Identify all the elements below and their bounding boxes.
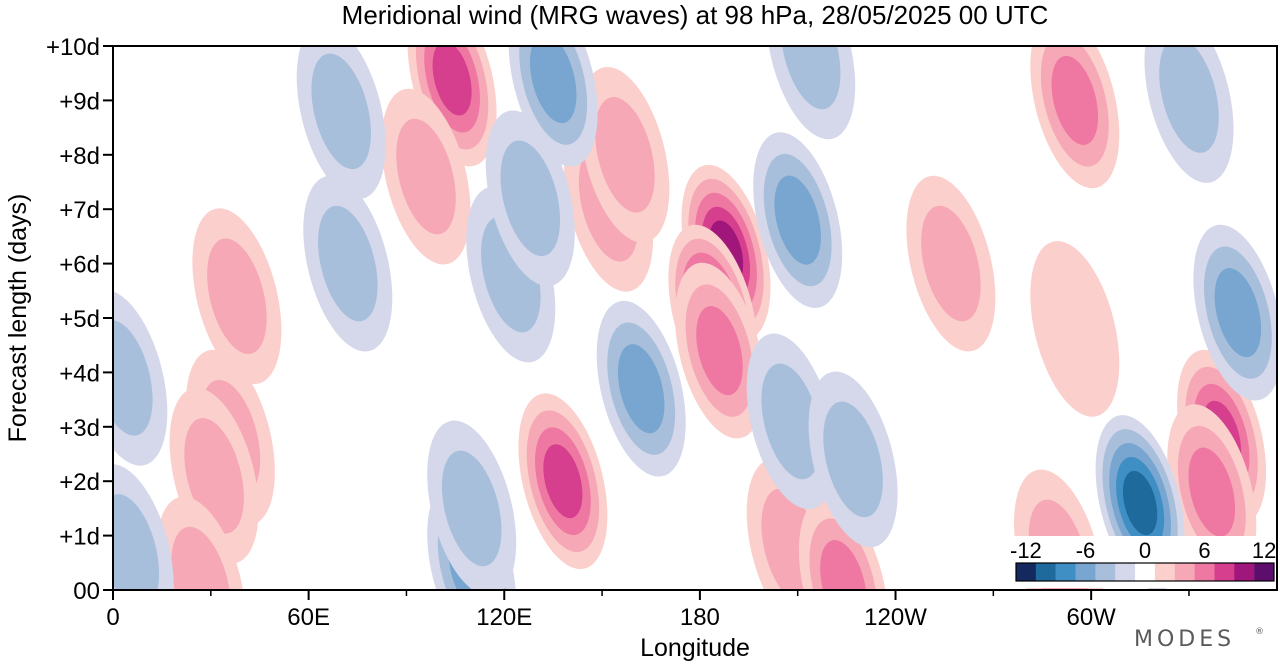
colorbar-swatch [1016, 563, 1037, 581]
y-tick-label: +1d [59, 524, 100, 551]
contour-band [529, 46, 577, 124]
colorbar-swatch [1154, 563, 1175, 581]
contour-band [774, 175, 821, 265]
x-tick-label: 120W [864, 604, 927, 631]
colorbar-label: 0 [1139, 538, 1151, 563]
y-tick-label: +10d [46, 34, 100, 61]
colorbar-swatch [1075, 563, 1096, 581]
colorbar-swatch [1254, 563, 1275, 581]
colorbar-swatch [1035, 563, 1056, 581]
wind-anomaly-feature [113, 464, 174, 590]
x-tick-label: 120E [476, 604, 532, 631]
colorbar-label: 12 [1252, 538, 1276, 563]
wind-anomaly-feature [906, 175, 996, 352]
y-axis: 00 +1d +2d +3d +4d +5d +6d +7d +8d +9d +10d [46, 34, 113, 605]
contour-band [820, 540, 867, 590]
brand-text: MODES [1134, 627, 1235, 652]
contour-band [171, 526, 231, 590]
contour-band [617, 344, 665, 434]
contour-band [543, 444, 583, 519]
contour-band [1030, 241, 1120, 417]
contour-band [311, 53, 371, 170]
colorbar-label: 6 [1198, 538, 1210, 563]
wind-anomaly-feature [753, 132, 843, 308]
x-tick-label: 0 [106, 604, 119, 631]
x-axis-label: Longitude [640, 634, 750, 662]
contour-field [113, 46, 1277, 590]
colorbar-label: -6 [1076, 538, 1096, 563]
wind-anomaly-feature [1193, 224, 1277, 401]
wind-anomaly-feature [296, 46, 386, 200]
wind-anomaly-feature [518, 393, 608, 570]
colorbar-labels: -12 -6 0 6 12 [1010, 538, 1276, 563]
wind-anomaly-feature [303, 175, 393, 352]
y-tick-label: +2d [59, 469, 100, 496]
wind-anomaly-feature [808, 371, 898, 548]
x-tick-label: 60W [1066, 604, 1116, 631]
colorbar-swatch [1214, 563, 1235, 581]
colorbar-swatches [1015, 562, 1275, 582]
x-tick-label: 60E [287, 604, 330, 631]
y-tick-label: +4d [59, 360, 100, 387]
contour-band [113, 494, 160, 590]
contour-band [823, 401, 883, 518]
contour-band [396, 118, 456, 235]
y-tick-label: +5d [59, 306, 100, 333]
wind-anomaly-feature [1030, 241, 1120, 417]
contour-band [113, 319, 153, 436]
wind-anomaly-feature [674, 262, 765, 439]
wind-anomaly-feature [192, 208, 282, 385]
colorbar: -12 -6 0 6 12 [1010, 536, 1276, 588]
wind-anomaly-feature [156, 496, 246, 590]
y-tick-label: 00 [73, 578, 100, 605]
colorbar-swatch [1174, 563, 1195, 581]
colorbar-swatch [1135, 563, 1156, 581]
contour-band [207, 238, 267, 355]
colorbar-swatch [1194, 563, 1215, 581]
x-tick-label: 180 [680, 604, 720, 631]
brand-mark: ® [1255, 627, 1268, 637]
contour-band [318, 205, 378, 322]
wind-anomaly-feature [1030, 46, 1120, 189]
wind-anomaly-feature [485, 110, 575, 287]
colorbar-swatch [1055, 563, 1076, 581]
contour-band [595, 96, 655, 213]
colorbar-frame [1015, 562, 1275, 582]
wind-anomaly-feature [596, 300, 686, 477]
contour-band [696, 306, 743, 396]
wind-anomaly-feature [580, 66, 670, 243]
chart-title: Meridional wind (MRG waves) at 98 hPa, 2… [342, 0, 1049, 30]
contour-band [441, 450, 502, 567]
modes-logo: MODES ® [1134, 627, 1268, 652]
wind-anomaly-feature [1144, 46, 1234, 183]
contour-band [780, 46, 841, 110]
y-tick-label: +6d [59, 252, 100, 279]
y-axis-label: Forecast length (days) [4, 194, 32, 443]
wind-anomaly-feature [381, 88, 471, 265]
y-tick-label: +7d [59, 197, 100, 224]
wind-anomaly-feature [113, 289, 168, 466]
contour-band [1122, 470, 1158, 536]
contour-band [1159, 46, 1219, 153]
y-tick-label: +8d [59, 143, 100, 170]
contour-band [1051, 55, 1099, 145]
colorbar-swatch [1234, 563, 1255, 581]
contour-band [500, 140, 561, 257]
colorbar-swatch [1115, 563, 1136, 581]
plot-area [113, 46, 1277, 590]
contour-band [761, 363, 821, 480]
wind-anomaly-feature [766, 46, 856, 140]
contour-band [921, 205, 981, 322]
contour-band [1188, 447, 1236, 537]
colorbar-label: -12 [1010, 538, 1042, 563]
x-axis: 0 60E 120E 180 120W 60W [106, 590, 1190, 631]
y-tick-label: +3d [59, 415, 100, 442]
colorbar-swatch [1095, 563, 1116, 581]
y-tick-label: +9d [59, 88, 100, 115]
contour-band [432, 46, 472, 116]
contour-band [1214, 268, 1262, 358]
wind-anomaly-feature [427, 420, 517, 590]
